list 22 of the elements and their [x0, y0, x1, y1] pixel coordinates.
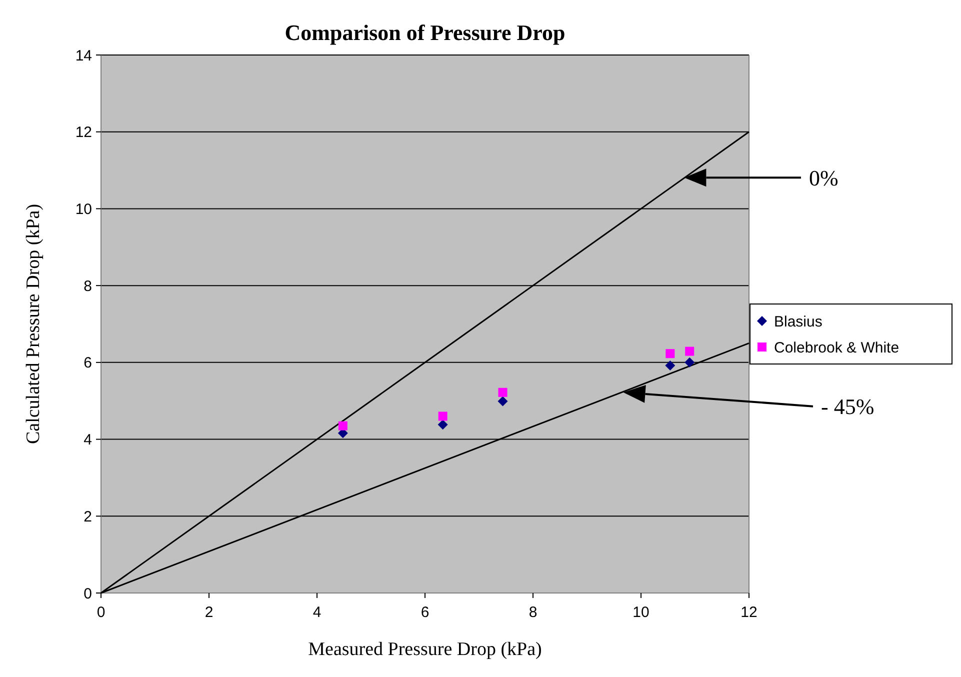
y-tick-label: 0: [84, 585, 92, 602]
legend-label: Colebrook & White: [774, 339, 900, 356]
x-tick-label: 8: [528, 604, 538, 621]
y-tick-label: 8: [84, 278, 92, 295]
y-tick-label: 4: [84, 432, 92, 449]
x-tick-label: 12: [740, 604, 758, 621]
y-tick-label: 12: [75, 124, 92, 142]
x-tick-label: 0: [96, 604, 106, 621]
x-tick-label: 2: [204, 604, 214, 621]
x-tick-label: 10: [632, 604, 650, 621]
text: 0%: [809, 165, 838, 190]
y-tick-label: 6: [84, 354, 92, 372]
chart-title: Comparison of Pressure Drop: [284, 20, 566, 45]
text: - 45%: [821, 394, 874, 420]
y-axis-title: Calculated Pressure Drop (kPa): [23, 204, 44, 444]
y-tick-label: 14: [75, 47, 92, 64]
x-tick-label: 6: [420, 604, 430, 621]
y-tick-label: 2: [84, 508, 92, 526]
legend-label: Blasius: [774, 313, 822, 330]
x-tick-label: 4: [312, 604, 322, 621]
x-axis-title: Measured Pressure Drop (kPa): [308, 639, 542, 660]
y-tick-label: 10: [75, 200, 92, 218]
